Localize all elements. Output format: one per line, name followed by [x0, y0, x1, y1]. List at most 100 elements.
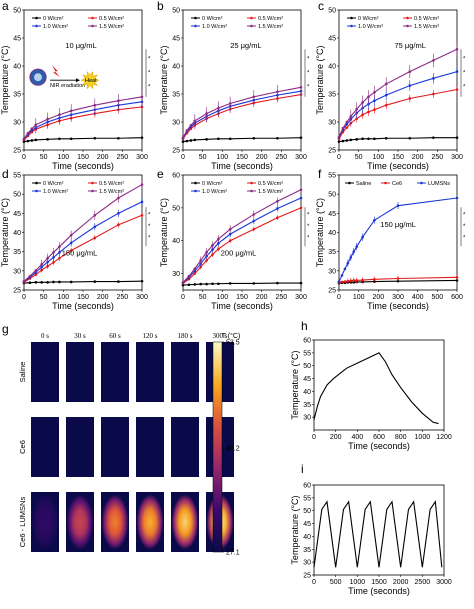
x-axis-title: Time (seconds) [367, 161, 429, 171]
series-line-3 [23, 96, 143, 140]
data-point [181, 281, 185, 284]
x-tick-label: 50 [199, 294, 207, 301]
y-tick-label: 55 [303, 495, 311, 502]
data-point [299, 136, 303, 139]
y-tick-label: 30 [328, 268, 336, 275]
y-tick-label: 50 [303, 363, 311, 370]
x-tick-label: 200 [372, 294, 384, 301]
legend-label: 1.0 W/cm² [43, 24, 68, 30]
x-tick-label: 100 [57, 294, 69, 301]
legend-label: 1.5 W/cm² [99, 189, 124, 195]
y-tick-label: 35 [303, 547, 311, 554]
series-line-2 [182, 197, 302, 284]
data-point [46, 138, 49, 141]
series-line-1 [23, 106, 143, 141]
series-line-2 [338, 197, 458, 282]
x-tick-label: 1000 [350, 579, 366, 586]
y-axis-title: Temperature (°C) [159, 198, 169, 267]
y-tick-label: 40 [328, 64, 336, 71]
series-line-2 [23, 101, 143, 140]
heat-burst-icon [80, 70, 100, 90]
series-line-3 [182, 86, 302, 138]
y-tick-label: 40 [303, 389, 311, 396]
significance-star: * [148, 84, 151, 90]
y-tick-label: 50 [172, 8, 180, 15]
data-point [343, 267, 347, 271]
legend-marker [406, 16, 409, 20]
x-tick-label: 300 [295, 154, 307, 161]
significance-star: * [148, 235, 151, 241]
plot-frame [182, 174, 302, 291]
y-tick-label: 30 [13, 268, 21, 275]
data-point [30, 127, 34, 131]
legend-marker [250, 24, 253, 28]
y-tick-label: 35 [328, 249, 336, 256]
x-axis-title: Time (seconds) [52, 161, 114, 171]
x-tick-label: 100 [372, 154, 384, 161]
significance-star: * [307, 235, 310, 241]
legend-marker [194, 181, 197, 185]
x-tick-label: 200 [330, 434, 342, 441]
panel-letter-c: c [318, 0, 324, 13]
legend-label: 1.0 W/cm² [202, 189, 227, 195]
concentration-label: 75 μg/mL [394, 41, 425, 50]
y-tick-label: 60 [303, 483, 311, 490]
significance-star: * [307, 212, 310, 218]
data-point [199, 282, 202, 286]
legend-label: 0.5 W/cm² [258, 16, 283, 22]
y-axis-title: Temperature (°C) [315, 198, 325, 267]
x-axis-title: Time (seconds) [348, 586, 410, 596]
nir-label: NIR eradiation [50, 83, 85, 89]
legend-marker [91, 24, 94, 28]
x-tick-label: 100 [216, 154, 228, 161]
legend-label: 0.5 W/cm² [99, 181, 124, 187]
legend-label: 0 W/cm² [43, 16, 64, 22]
x-tick-label: 600 [451, 294, 463, 301]
y-tick-label: 40 [13, 230, 21, 237]
legend-marker [250, 16, 253, 20]
data-point [117, 136, 120, 140]
x-tick-label: 250 [116, 294, 128, 301]
data-point [408, 136, 412, 140]
y-tick-label: 25 [13, 288, 21, 295]
data-point [343, 280, 347, 283]
panel-letter-g: g [2, 322, 9, 336]
panel-letter-h: h [301, 319, 308, 333]
x-tick-label: 150 [236, 154, 248, 161]
data-point [58, 280, 61, 284]
y-axis-title: Temperature (°C) [0, 45, 10, 114]
data-point [205, 138, 208, 141]
row-label: Ce6 - LUMSNs [18, 497, 27, 548]
thermal-cell [171, 417, 199, 477]
time-label: 60 s [109, 332, 121, 340]
legend-label: 1.5 W/cm² [258, 189, 283, 195]
significance-star: * [307, 70, 310, 76]
x-tick-label: 0 [312, 434, 316, 441]
y-tick-label: 35 [13, 92, 21, 99]
y-tick-label: 35 [328, 92, 336, 99]
significance-star: * [148, 56, 151, 62]
x-tick-label: 0 [22, 154, 26, 161]
x-tick-label: 1000 [415, 434, 431, 441]
x-tick-label: 3000 [436, 579, 452, 586]
data-point [211, 282, 214, 286]
x-tick-label: 150 [236, 294, 248, 301]
data-point [52, 280, 55, 284]
x-tick-label: 400 [351, 434, 363, 441]
y-tick-label: 30 [172, 271, 180, 278]
y-tick-label: 60 [303, 338, 311, 345]
data-point [340, 274, 344, 277]
legend-label: 0 W/cm² [202, 181, 223, 187]
y-tick-label: 40 [13, 64, 21, 71]
x-tick-label: 200 [256, 294, 268, 301]
data-point [345, 120, 349, 124]
data-point [193, 267, 197, 270]
concentration-label: 150 μg/mL [62, 249, 98, 258]
panel-a: a 0 50 100 150 200 250 300 25 30 35 40 45 50 Time (sec… [0, 0, 151, 171]
data-point [185, 139, 189, 143]
y-tick-label: 40 [172, 238, 180, 245]
legend-label: 1.0 W/cm² [43, 189, 68, 195]
x-tick-label: 800 [395, 434, 407, 441]
panel-d: d 0 50 100 150 200 250 300 25 30 35 40 45 50 55 Time (s… [0, 167, 151, 311]
